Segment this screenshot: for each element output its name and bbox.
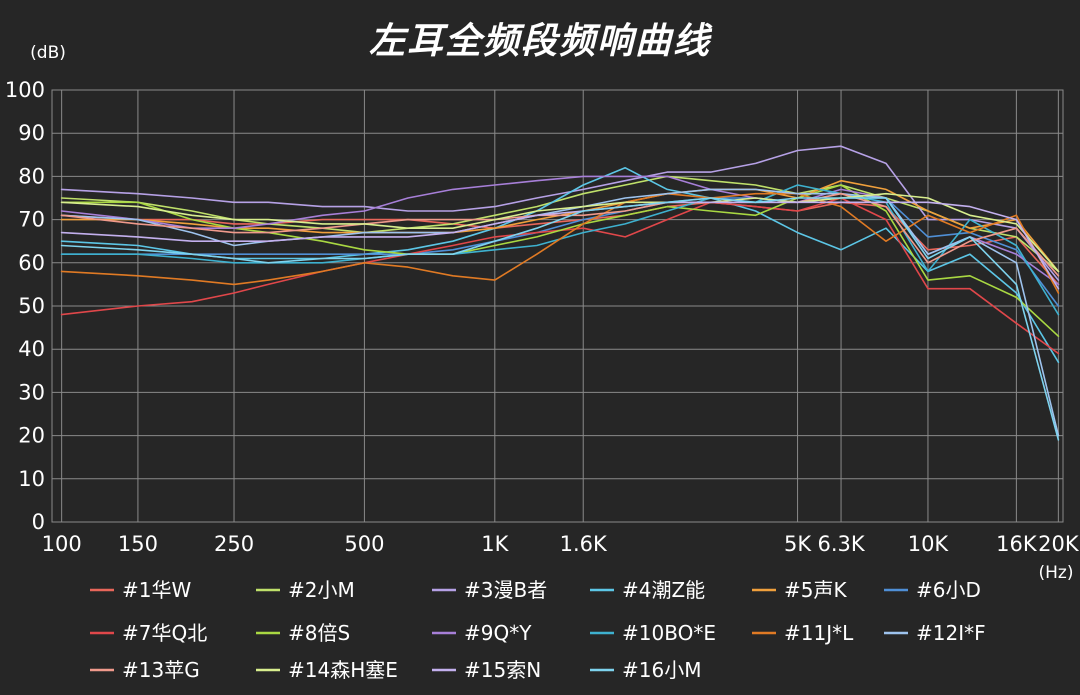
x-tick-label: 150 (118, 532, 158, 556)
legend-label: #7华Q北 (122, 621, 207, 645)
x-tick-label: 100 (42, 532, 82, 556)
series-line (60, 197, 1060, 441)
legend-label: #10BO*E (622, 621, 716, 645)
legend-item: #1华W (90, 578, 191, 602)
legend-item: #6小D (884, 578, 981, 602)
y-tick-label: 100 (5, 78, 45, 102)
x-tick-label: 250 (214, 532, 254, 556)
x-tick-label: 1K (481, 532, 509, 556)
chart-title: 左耳全频段频响曲线 (369, 21, 713, 62)
x-tick-label: 16K (996, 532, 1038, 556)
legend-label: #2小M (288, 578, 355, 602)
legend-label: #1华W (122, 578, 191, 602)
legend-label: #11J*L (784, 621, 854, 645)
legend-item: #3漫B者 (432, 578, 547, 602)
series-line (60, 167, 1060, 364)
legend-item: #4潮Z能 (590, 578, 705, 602)
legend-label: #14森H塞E (288, 658, 398, 682)
legend-label: #4潮Z能 (622, 578, 705, 602)
x-tick-label: 5K (784, 532, 812, 556)
legend-label: #5声K (784, 578, 847, 602)
y-tick-label: 60 (18, 251, 45, 275)
grid (51, 89, 1064, 523)
legend-label: #12I*F (916, 621, 986, 645)
y-tick-label: 40 (18, 337, 45, 361)
series-line (60, 197, 1060, 307)
y-tick-label: 80 (18, 164, 45, 188)
legend-item: #9Q*Y (432, 621, 532, 645)
x-tick-label: 10K (908, 532, 950, 556)
legend: #1华W #2小M #3漫B者 #4潮Z能 #5声K #6小D #7华Q北 #8倍S #9Q*Y… (90, 578, 986, 682)
legend-label: #9Q*Y (464, 621, 532, 645)
legend-item: #8倍S (256, 621, 350, 645)
legend-item: #7华Q北 (90, 621, 207, 645)
series-lines (60, 145, 1060, 441)
legend-item: #12I*F (884, 621, 986, 645)
series-line (60, 192, 1060, 277)
y-tick-label: 10 (18, 467, 45, 491)
y-axis-unit-label: (dB) (30, 43, 66, 63)
legend-item: #10BO*E (590, 621, 716, 645)
legend-item: #2小M (256, 578, 355, 602)
y-tick-label: 90 (18, 121, 45, 145)
y-tick-label: 50 (18, 294, 45, 318)
legend-item: #13苹G (90, 658, 200, 682)
series-line (60, 145, 1060, 281)
y-tick-label: 20 (18, 424, 45, 448)
y-tick-label: 0 (32, 510, 45, 534)
series-line (60, 192, 1060, 273)
x-tick-label: 6.3K (817, 532, 865, 556)
legend-label: #6小D (916, 578, 981, 602)
legend-item: #15索N (432, 658, 541, 682)
y-tick-label: 30 (18, 380, 45, 404)
legend-label: #3漫B者 (464, 578, 547, 602)
legend-item: #14森H塞E (256, 658, 398, 682)
legend-item: #5声K (752, 578, 847, 602)
legend-label: #15索N (464, 658, 541, 682)
x-tick-label: 500 (344, 532, 384, 556)
legend-item: #16小M (590, 658, 701, 682)
x-axis-ticks: 100 150 250 500 1K 1.6K 5K 6.3K 10K 16K 20K (42, 532, 1080, 556)
x-tick-label: 1.6K (560, 532, 608, 556)
legend-item: #11J*L (752, 621, 854, 645)
y-tick-label: 70 (18, 208, 45, 232)
legend-label: #13苹G (122, 658, 200, 682)
legend-label: #8倍S (288, 621, 350, 645)
y-axis-ticks: 0 10 20 30 40 50 60 70 80 90 100 (5, 78, 45, 534)
series-line (60, 197, 1060, 355)
x-tick-label: 20K (1038, 532, 1080, 556)
series-line (60, 192, 1060, 294)
legend-label: #16小M (622, 658, 701, 682)
x-axis-unit-label: (Hz) (1039, 563, 1074, 583)
